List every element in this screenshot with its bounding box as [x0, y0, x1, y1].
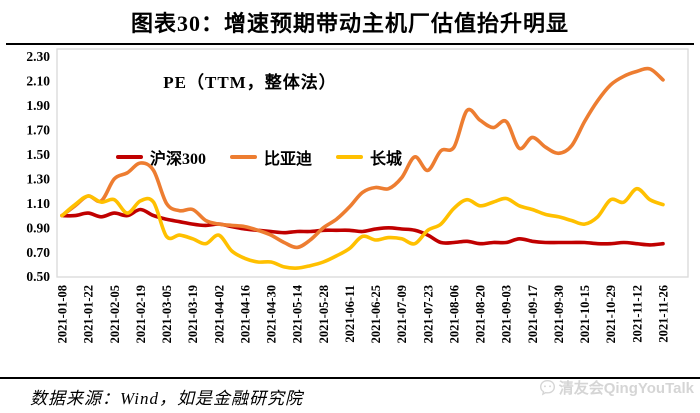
x-axis-tick-label: 2021-09-17 [526, 285, 540, 343]
y-axis-tick-label: 0.70 [26, 245, 50, 260]
legend-label: 比亚迪 [264, 151, 313, 168]
series-line-长城 [60, 186, 665, 270]
chart-svg: 2.30 2.10 1.90 1.70 1.50 1.30 1.10 0.90 0.70 0.50… [26, 48, 689, 343]
x-axis-tick-label: 2021-01-08 [56, 285, 70, 343]
x-axis-tick-label: 2021-08-06 [447, 285, 461, 343]
legend-label: 沪深300 [150, 151, 207, 168]
x-axis-tick-label: 2021-01-22 [82, 285, 96, 343]
x-axis-tick-label: 2021-06-25 [369, 285, 383, 343]
x-axis-tick-label: 2021-10-29 [604, 285, 618, 343]
x-axis-tick-label: 2021-11-12 [630, 285, 644, 343]
y-axis-tick-label: 1.50 [26, 147, 50, 162]
legend-swatch [116, 155, 143, 159]
chart-title: 图表30：增速预期带动主机厂估值抬升明显 [130, 11, 569, 36]
title-divider [6, 43, 694, 45]
x-axis-tick-label: 2021-05-14 [291, 284, 305, 343]
x-axis-tick-label: 2021-02-05 [108, 285, 122, 343]
series-line-沪深300 [60, 207, 665, 247]
watermark: 清友会QingYouTalk [539, 377, 694, 398]
y-axis-tick-label: 1.30 [26, 171, 50, 186]
x-axis-tick-label: 2021-03-05 [160, 285, 174, 343]
x-axis-tick-label: 2021-06-11 [343, 285, 357, 343]
chart-subtitle: PE（TTM，整体法） [163, 73, 337, 92]
y-axis-tick-label: 1.90 [26, 98, 50, 113]
legend-item: 比亚迪 [230, 145, 312, 169]
chart-legend: 沪深300 比亚迪 长城 [116, 145, 402, 169]
y-axis-tick-label: 1.70 [26, 123, 50, 138]
y-axis-tick-label: 1.10 [26, 196, 50, 211]
chart-area: 2.30 2.10 1.90 1.70 1.50 1.30 1.10 0.90 0.70 0.50… [0, 45, 700, 377]
series-line-比亚迪 [60, 66, 665, 250]
plot-border [56, 48, 689, 278]
legend-item: 沪深300 [116, 145, 206, 169]
x-axis-tick-label: 2021-04-30 [265, 285, 279, 343]
x-axis-tick-label: 2021-09-30 [552, 285, 566, 343]
x-axis-tick-label: 2021-03-19 [186, 285, 200, 343]
x-axis-tick-label: 2021-07-23 [421, 285, 435, 343]
x-axis-tick-label: 2021-09-03 [500, 285, 514, 343]
legend-swatch [230, 155, 258, 159]
legend-item: 长城 [336, 145, 402, 169]
x-axis-tick-label: 2021-04-02 [212, 285, 226, 343]
y-axis-tick-label: 0.90 [26, 220, 50, 235]
legend-swatch [336, 155, 364, 159]
x-axis-tick-label: 2021-05-28 [317, 285, 331, 343]
qingyoutalk-logo-icon [539, 380, 555, 396]
y-axis-tick-label: 2.10 [26, 74, 50, 89]
x-axis-tick-label: 2021-04-16 [238, 285, 252, 343]
x-axis-tick-label: 2021-08-20 [474, 285, 488, 343]
x-axis-tick-label: 2021-11-26 [657, 285, 671, 343]
legend-label: 长城 [370, 151, 403, 168]
footer: 数据来源：Wind，如是金融研究院 清友会QingYouTalk [0, 379, 700, 413]
x-axis-tick-label: 2021-10-15 [578, 285, 592, 343]
footer-divider [0, 377, 700, 379]
data-source-note: 数据来源：Wind，如是金融研究院 [30, 389, 303, 408]
x-axis-tick-label: 2021-02-19 [134, 285, 148, 343]
watermark-text: 清友会QingYouTalk [558, 380, 694, 397]
x-axis-tick-label: 2021-07-09 [395, 285, 409, 343]
y-axis-tick-label: 2.30 [26, 49, 50, 64]
y-axis-tick-label: 0.50 [26, 269, 50, 284]
